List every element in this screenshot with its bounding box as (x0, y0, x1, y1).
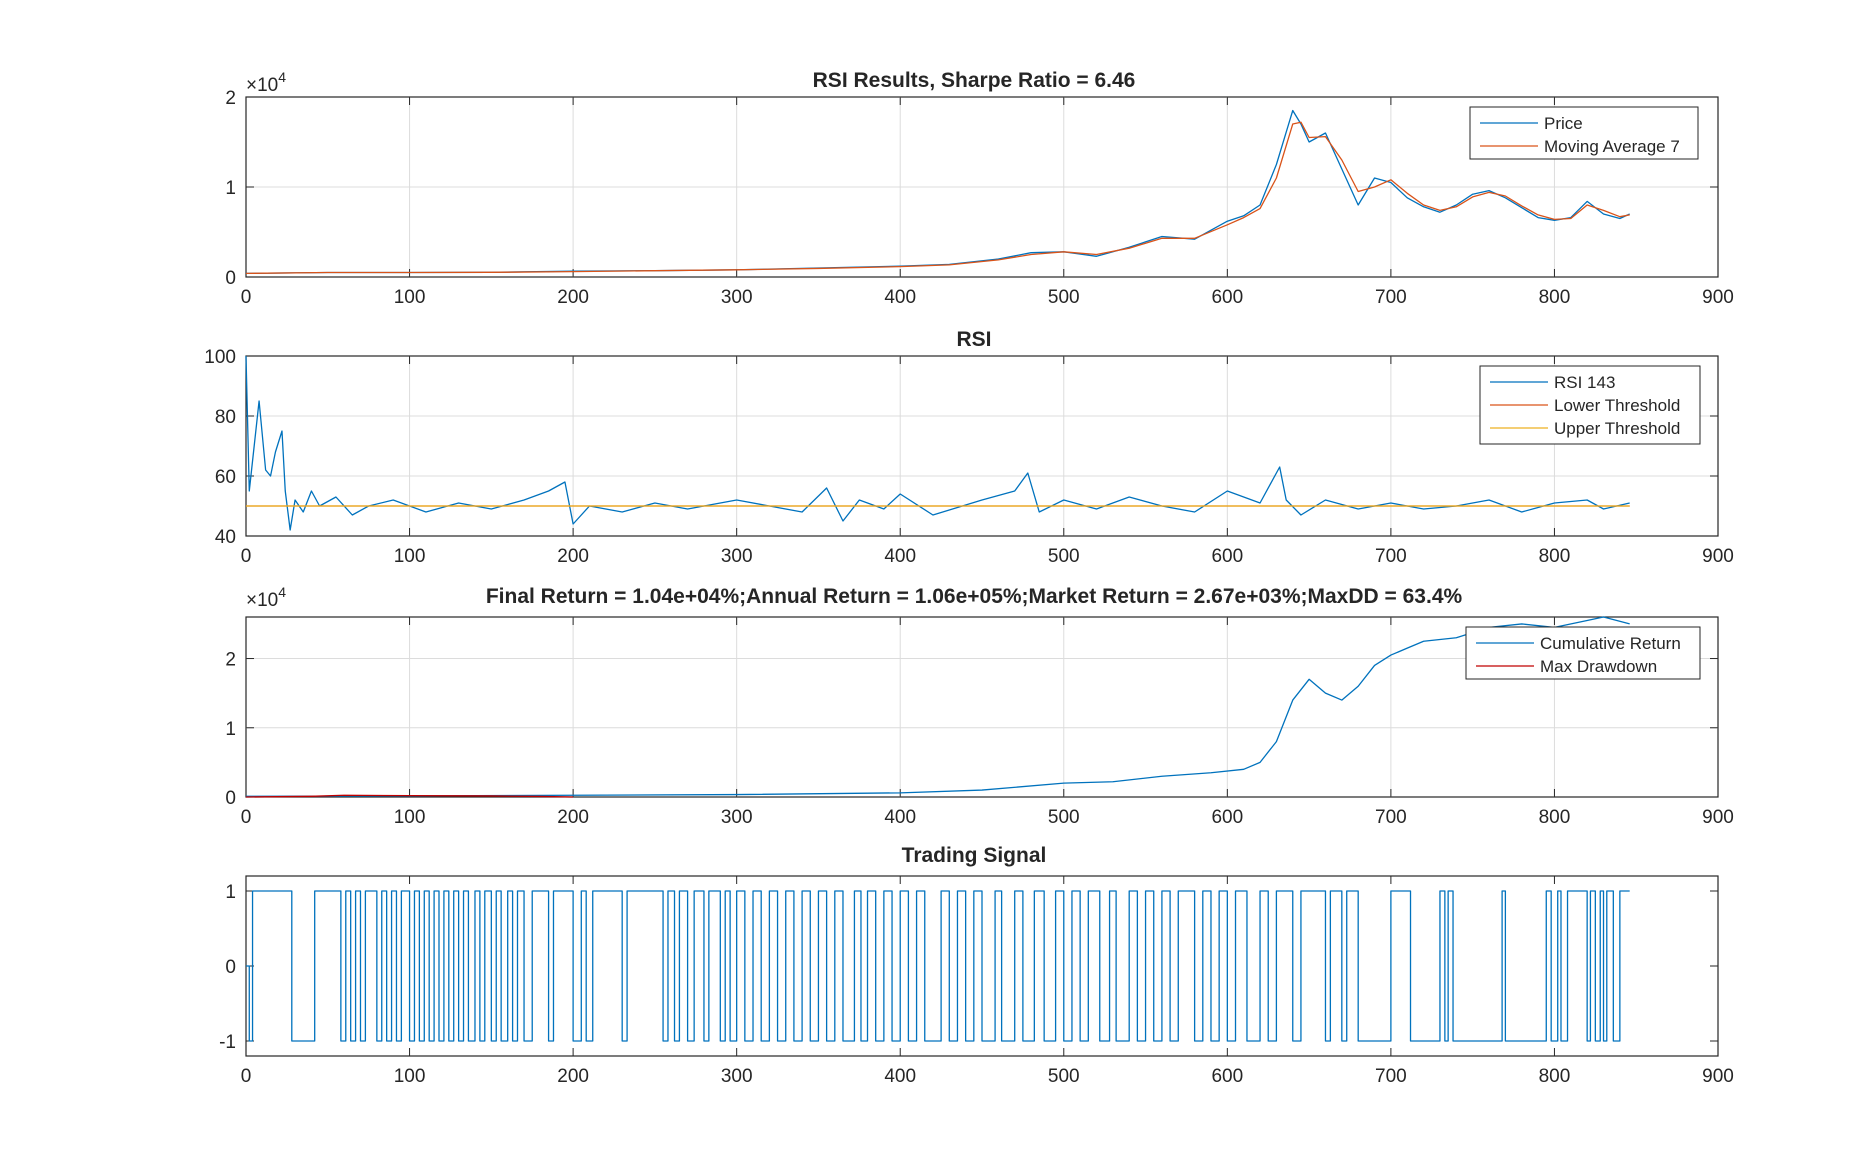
price-panel-title: RSI Results, Sharpe Ratio = 6.46 (813, 69, 1136, 92)
return-y-tick-label: 2 (225, 650, 236, 671)
return-x-tick-label: 700 (1375, 807, 1407, 828)
return-series-line-2 (245, 794, 574, 798)
rsi-x-tick-label: 800 (1539, 546, 1571, 567)
return-legend (1465, 626, 1701, 680)
price-x-tick-label: 800 (1539, 287, 1571, 308)
return-x-tick-label: 0 (241, 807, 252, 828)
price-x-tick-label: 700 (1375, 287, 1407, 308)
return-panel: Final Return = 1.04e+04%;Annual Return =… (225, 584, 1733, 828)
return-x-tick-label: 900 (1702, 807, 1734, 828)
rsi-y-tick-label: 100 (204, 347, 236, 368)
signal-x-tick-label: 0 (241, 1066, 252, 1087)
signal-x-tick-label: 200 (557, 1066, 589, 1087)
rsi-y-tick-label: 60 (215, 467, 236, 488)
signal-panel: Trading Signal 0 100 200 300 400 500 600 700 800… (219, 844, 1734, 1087)
return-x-tick-label: 800 (1539, 807, 1571, 828)
rsi-x-tick-label: 600 (1211, 546, 1243, 567)
return-panel-exponent: ×104 (246, 584, 286, 611)
rsi-series-line-1 (245, 355, 1630, 531)
signal-x-tick-label: 700 (1375, 1066, 1407, 1087)
return-panel-title: Final Return = 1.04e+04%;Annual Return =… (486, 585, 1463, 608)
price-y-tick-label: 0 (225, 268, 236, 289)
price-x-tick-label: 600 (1211, 287, 1243, 308)
rsi-y-tick-label: 40 (215, 527, 236, 548)
price-x-tick-label: 400 (884, 287, 916, 308)
price-legend-label: Moving Average 7 (1544, 137, 1680, 156)
rsi-legend-label: Upper Threshold (1554, 419, 1680, 438)
signal-y-tick-label: 1 (225, 882, 236, 903)
price-y-tick-label: 1 (225, 178, 236, 199)
price-panel-exponent-base: ×10 (246, 75, 278, 96)
signal-series-line-1 (246, 890, 1630, 1042)
signal-x-tick-label: 300 (721, 1066, 753, 1087)
price-y-tick-label: 2 (225, 88, 236, 109)
signal-x-tick-label: 600 (1211, 1066, 1243, 1087)
price-x-tick-label: 100 (394, 287, 426, 308)
rsi-x-tick-label: 200 (557, 546, 589, 567)
signal-y-tick-label: 0 (225, 957, 236, 978)
return-panel-exponent-power: 4 (278, 584, 286, 600)
price-legend-label: Price (1544, 114, 1583, 133)
price-x-tick-label: 0 (241, 287, 252, 308)
signal-x-tick-label: 100 (394, 1066, 426, 1087)
rsi-legend-label: Lower Threshold (1554, 396, 1680, 415)
rsi-x-tick-label: 700 (1375, 546, 1407, 567)
rsi-y-tick-label: 80 (215, 407, 236, 428)
return-y-tick-label: 1 (225, 719, 236, 740)
signal-y-tick-label: -1 (219, 1032, 236, 1053)
price-legend (1469, 106, 1699, 160)
price-series-line-2 (245, 121, 1630, 275)
return-legend-label: Max Drawdown (1540, 657, 1657, 676)
price-panel-exponent: ×104 (246, 69, 286, 96)
signal-x-tick-label: 900 (1702, 1066, 1734, 1087)
rsi-legend-label: RSI 143 (1554, 373, 1615, 392)
price-panel: RSI Results, Sharpe Ratio = 6.46 ×104 0 1… (225, 69, 1733, 308)
rsi-x-tick-label: 300 (721, 546, 753, 567)
return-series-line-1 (245, 616, 1630, 797)
rsi-panel: RSI 0 100 200 300 400 500 600 700 800 900 40 60 80 10… (204, 328, 1734, 567)
return-x-tick-label: 400 (884, 807, 916, 828)
rsi-panel-title: RSI (956, 328, 991, 351)
price-x-tick-label: 200 (557, 287, 589, 308)
rsi-x-tick-label: 500 (1048, 546, 1080, 567)
signal-x-tick-label: 400 (884, 1066, 916, 1087)
return-x-tick-label: 500 (1048, 807, 1080, 828)
price-panel-exponent-power: 4 (278, 69, 286, 85)
return-panel-exponent-base: ×10 (246, 590, 278, 611)
signal-x-tick-label: 800 (1539, 1066, 1571, 1087)
signal-panel-title: Trading Signal (902, 844, 1047, 867)
return-legend-label: Cumulative Return (1540, 634, 1681, 653)
price-x-tick-label: 900 (1702, 287, 1734, 308)
rsi-x-tick-label: 100 (394, 546, 426, 567)
return-x-tick-label: 300 (721, 807, 753, 828)
return-x-tick-label: 600 (1211, 807, 1243, 828)
price-x-tick-label: 500 (1048, 287, 1080, 308)
rsi-x-tick-label: 400 (884, 546, 916, 567)
return-x-tick-label: 200 (557, 807, 589, 828)
return-x-tick-label: 100 (394, 807, 426, 828)
rsi-x-tick-label: 900 (1702, 546, 1734, 567)
return-y-tick-label: 0 (225, 788, 236, 809)
price-x-tick-label: 300 (721, 287, 753, 308)
signal-x-tick-label: 500 (1048, 1066, 1080, 1087)
rsi-x-tick-label: 0 (241, 546, 252, 567)
